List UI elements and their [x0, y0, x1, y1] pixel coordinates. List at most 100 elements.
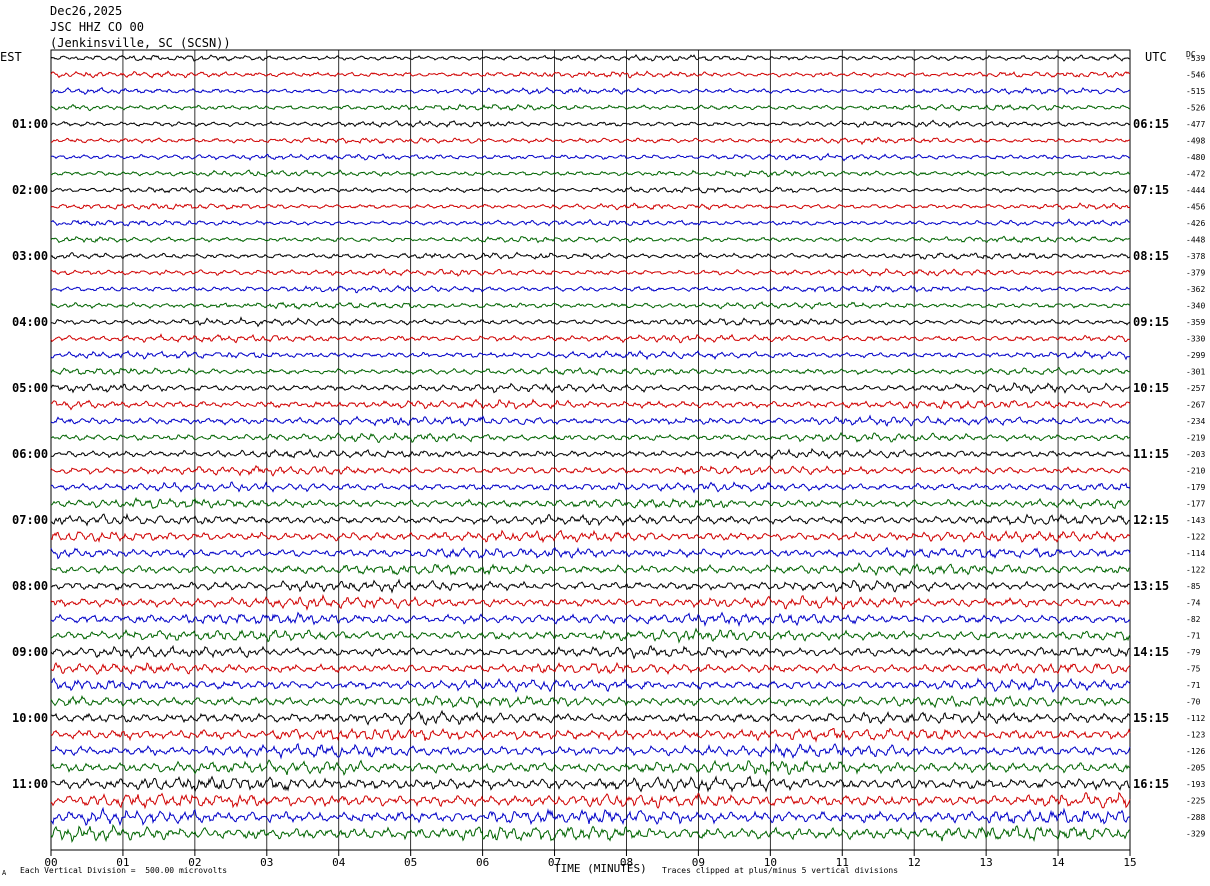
dc-offset-label: -379 [1186, 269, 1205, 278]
dc-offset-label: -546 [1186, 71, 1205, 80]
dc-offset-label: -114 [1186, 549, 1205, 558]
dc-offset-label: -477 [1186, 120, 1205, 129]
header-location: (Jenkinsville, SC (SCSN)) [50, 36, 231, 50]
header-date: Dec26,2025 [50, 4, 123, 18]
left-hour-label: 06:00 [12, 447, 48, 461]
right-hour-label: 11:15 [1133, 447, 1169, 461]
dc-offset-label: -444 [1186, 186, 1205, 195]
dc-offset-label: -329 [1186, 830, 1205, 839]
dc-offset-label: -203 [1186, 450, 1205, 459]
trace-line [50, 806, 1131, 826]
trace-line [50, 775, 1131, 793]
dc-offset-label: -126 [1186, 747, 1205, 756]
right-hour-label: 14:15 [1133, 645, 1169, 659]
dc-offset-label: -378 [1186, 252, 1205, 261]
trace-line [50, 350, 1131, 361]
trace-line [50, 709, 1131, 726]
dc-offset-label: -498 [1186, 137, 1205, 146]
grid-lines [50, 49, 1131, 856]
trace-line [50, 677, 1131, 693]
x-tick-label: 12 [908, 856, 921, 869]
scale-note: Each Vertical Division = 500.00 microvol… [20, 866, 228, 875]
dc-offset-label: -210 [1186, 467, 1205, 476]
trace-line [50, 546, 1131, 560]
trace-line [50, 186, 1131, 194]
trace-line [50, 661, 1131, 676]
x-tick-label: 00 [44, 856, 57, 869]
trace-line [50, 70, 1131, 79]
trace-line [50, 218, 1131, 227]
dc-offset-label: -539 [1186, 54, 1205, 63]
trace-line [50, 727, 1131, 743]
dc-offset-label: -362 [1186, 285, 1205, 294]
left-hour-label: 09:00 [12, 645, 48, 659]
dc-offset-label: -82 [1186, 615, 1201, 624]
left-hour-label: 07:00 [12, 513, 48, 527]
x-tick-label: 04 [332, 856, 346, 869]
dc-offset-label: -79 [1186, 648, 1201, 657]
trace-group [50, 53, 1131, 844]
dc-offset-label: -288 [1186, 813, 1205, 822]
dc-offset-label: -123 [1186, 731, 1205, 740]
trace-line [50, 512, 1131, 527]
x-tick-label: 08 [620, 856, 633, 869]
x-tick-label: 06 [476, 856, 489, 869]
left-hour-label: 02:00 [12, 183, 48, 197]
dc-offset-label: -426 [1186, 219, 1205, 228]
trace-line [50, 593, 1131, 611]
dc-offset-label: -112 [1186, 714, 1205, 723]
dc-offset-label: -301 [1186, 368, 1205, 377]
trace-line [50, 53, 1131, 62]
trace-line [50, 464, 1131, 477]
x-tick-label: 15 [1123, 856, 1136, 869]
left-hour-label: 08:00 [12, 579, 48, 593]
trace-line [50, 202, 1131, 211]
trace-line [50, 136, 1131, 146]
dc-offset-label: -515 [1186, 87, 1205, 96]
trace-line [50, 742, 1131, 760]
dc-offset-label: -219 [1186, 434, 1205, 443]
dc-offset-label: -70 [1186, 698, 1201, 707]
left-hour-label: 03:00 [12, 249, 48, 263]
trace-line [50, 627, 1131, 644]
dc-offset-label: -71 [1186, 681, 1201, 690]
right-hour-label: 10:15 [1133, 381, 1169, 395]
dc-offset-label: -359 [1186, 318, 1205, 327]
x-axis-title: TIME (MINUTES) [554, 862, 647, 875]
trace-line [50, 103, 1131, 112]
right-hour-label: 07:15 [1133, 183, 1169, 197]
trace-line [50, 251, 1131, 260]
dc-offset-label: -122 [1186, 533, 1205, 542]
right-hour-label: 06:15 [1133, 117, 1169, 131]
left-timezone-label: EST [0, 50, 22, 64]
trace-line [50, 316, 1131, 328]
trace-line [50, 791, 1131, 810]
left-hour-label: 11:00 [12, 777, 48, 791]
dc-label: DC [1186, 50, 1196, 59]
left-hour-label: 05:00 [12, 381, 48, 395]
trace-line [50, 562, 1131, 577]
dc-offset-label: -143 [1186, 516, 1205, 525]
x-tick-label: 01 [116, 856, 129, 869]
right-hour-label: 09:15 [1133, 315, 1169, 329]
dc-offset-label: -179 [1186, 483, 1205, 492]
dc-offset-label: -85 [1186, 582, 1201, 591]
trace-line [50, 333, 1131, 344]
dc-offset-label: -299 [1186, 351, 1205, 360]
dc-offset-label: -257 [1186, 384, 1205, 393]
trace-line [50, 382, 1131, 394]
trace-line [50, 447, 1131, 461]
dc-offset-label: -75 [1186, 665, 1201, 674]
x-tick-label: 14 [1051, 856, 1065, 869]
trace-line [50, 169, 1131, 178]
trace-line [50, 481, 1131, 494]
x-tick-label: 13 [980, 856, 993, 869]
trace-line [50, 431, 1131, 444]
dc-offset-label: -340 [1186, 302, 1205, 311]
dc-offset-label: -480 [1186, 153, 1205, 162]
trace-line [50, 694, 1131, 709]
dc-offset-label: -448 [1186, 236, 1205, 245]
dc-offset-label: -472 [1186, 170, 1205, 179]
dc-offset-label: -177 [1186, 500, 1205, 509]
